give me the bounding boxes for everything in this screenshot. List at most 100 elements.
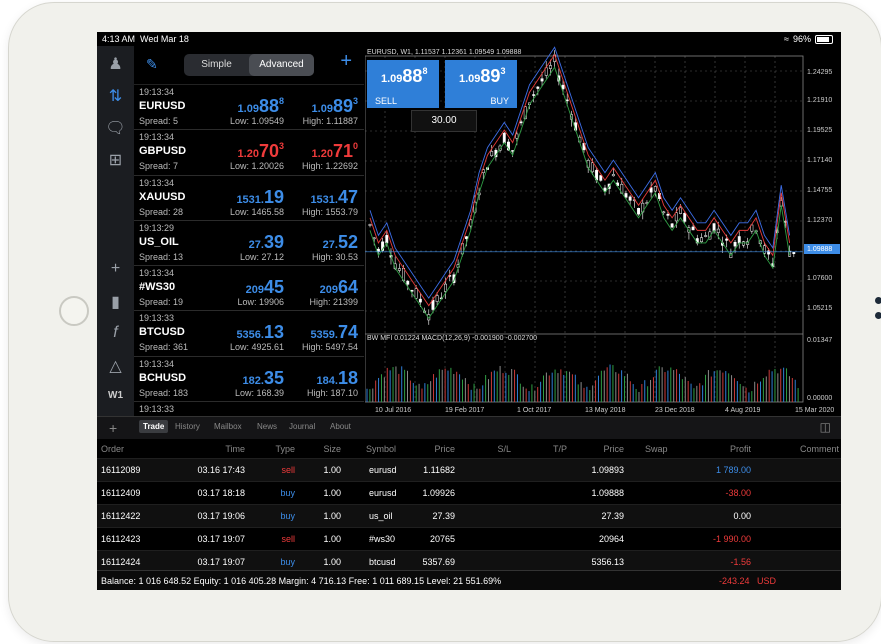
tab-news[interactable]: News <box>257 422 278 431</box>
quote-ask[interactable]: 184.18 <box>317 368 358 389</box>
chart-canvas[interactable]: 1.24295 1.21910 1.19525 1.17140 1.14755 1.123… <box>364 46 841 416</box>
column-header[interactable]: Order <box>101 444 125 454</box>
tab-history[interactable]: History <box>175 422 200 431</box>
sell-button[interactable]: 1.09888 SELL <box>367 60 439 108</box>
cell-profit: -1.56 <box>730 557 751 567</box>
quote-ask[interactable]: 5359.74 <box>310 322 358 343</box>
objects-icon[interactable]: △ <box>109 358 122 375</box>
candle-body <box>368 224 372 226</box>
quote-bid[interactable]: 27.39 <box>249 232 284 253</box>
quote-bid[interactable]: 5356.13 <box>236 322 284 343</box>
quote-bid[interactable]: 182.35 <box>243 368 284 389</box>
quote-ask[interactable]: 1.20710 <box>312 141 358 162</box>
quote-ask-prefix: 5359. <box>310 329 338 342</box>
candle-body <box>469 219 473 227</box>
quote-row[interactable]: 19:13:33 <box>134 402 364 416</box>
table-row[interactable]: 16112423 03.17 19:07 sell 1.00 #ws30 20765 209… <box>97 527 841 550</box>
candle-body <box>624 193 628 198</box>
pencil-icon[interactable]: ✎ <box>146 56 158 72</box>
quote-bid[interactable]: 1.20703 <box>238 141 284 162</box>
table-row[interactable]: 16112424 03.17 19:07 buy 1.00 btcusd 5357.69 5… <box>97 550 841 573</box>
timeframe-button[interactable]: W1 <box>108 390 123 401</box>
tab-mailbox[interactable]: Mailbox <box>214 422 242 431</box>
quote-row[interactable]: 19:13:29 US_OIL Spread: 13 27.39 27.52 Low: 2… <box>134 221 364 267</box>
crosshair-icon[interactable]: + <box>110 260 121 277</box>
quote-bid-prefix: 27. <box>248 238 264 251</box>
add-symbol-icon[interactable]: + <box>340 50 352 72</box>
quote-row[interactable]: 19:13:34 GBPUSD Spread: 7 1.20703 1.20710 Low… <box>134 130 364 176</box>
table-row[interactable]: 16112409 03.17 18:18 buy 1.00 eurusd 1.09926 1… <box>97 481 841 504</box>
cell-size: 1.00 <box>323 488 341 498</box>
column-header[interactable]: Size <box>323 444 341 454</box>
price-chart[interactable]: 1.24295 1.21910 1.19525 1.17140 1.14755 1.123… <box>364 46 841 416</box>
cell-symbol: us_oil <box>369 511 393 521</box>
column-header[interactable]: Symbol <box>366 444 397 454</box>
cell-size: 1.00 <box>323 465 341 475</box>
new-order-icon[interactable]: ⊞ <box>108 152 123 169</box>
quote-ask[interactable]: 1.09893 <box>312 96 358 117</box>
sensor-dot <box>875 312 881 319</box>
chat-icon[interactable]: 🗨 <box>105 120 126 137</box>
one-click-trading: 1.09888 SELL 1.09893 BUY 30.00 <box>367 60 517 132</box>
quote-bid[interactable]: 1.09888 <box>238 96 284 117</box>
quotes-panel: ✎ Simple Advanced + 19:13:34 EURUSD Spread… <box>134 46 364 416</box>
candle-body <box>666 213 670 216</box>
simple-tab[interactable]: Simple <box>201 59 232 70</box>
column-header[interactable]: Price <box>603 444 624 454</box>
quote-bid[interactable]: 1531.19 <box>236 187 284 208</box>
quote-ask[interactable]: 27.52 <box>323 232 358 253</box>
candle-body <box>679 207 682 214</box>
function-icon[interactable]: f <box>113 324 118 341</box>
tab-trade[interactable]: Trade <box>139 420 169 433</box>
quote-symbol: BTCUSD <box>139 326 185 339</box>
account-summary-text: Balance: 1 016 648.52 Equity: 1 016 405.… <box>101 576 502 586</box>
cell-price: 1.09926 <box>422 488 455 498</box>
cell-profit: 0.00 <box>733 511 751 521</box>
quote-ask[interactable]: 1531.47 <box>310 187 358 208</box>
chart-type-icon[interactable]: ▮ <box>111 294 120 311</box>
layout-icon[interactable]: ◫ <box>819 420 831 434</box>
column-header[interactable]: Comment <box>799 444 839 454</box>
volume-input[interactable]: 30.00 <box>411 110 477 132</box>
quote-row[interactable]: 19:13:34 BCHUSD Spread: 183 182.35 184.18 Low… <box>134 357 364 403</box>
cell-price2: 27.39 <box>601 511 624 521</box>
column-header[interactable]: Price <box>434 444 455 454</box>
cell-profit: 1 789.00 <box>715 465 751 475</box>
quote-high: High: 5497.54 <box>301 342 358 353</box>
add-icon[interactable]: + <box>109 420 118 436</box>
quote-bid[interactable]: 20945 <box>246 277 284 298</box>
home-button[interactable] <box>59 296 89 326</box>
cell-price: 27.39 <box>432 511 455 521</box>
date-axis-label: 13 May 2018 <box>585 407 626 414</box>
quote-bid-sup: 3 <box>278 141 284 152</box>
quote-ask-big: 74 <box>337 322 358 343</box>
quote-row[interactable]: 19:13:34 #WS30 Spread: 19 20945 20964 Low: 19… <box>134 266 364 312</box>
advanced-tab[interactable]: Advanced <box>249 54 314 76</box>
quotes-icon[interactable]: ⇅ <box>108 88 123 105</box>
column-header[interactable]: Time <box>225 444 245 454</box>
buy-button[interactable]: 1.09893 BUY <box>445 60 517 108</box>
quote-row[interactable]: 19:13:34 XAUUSD Spread: 28 1531.19 1531.47 Lo… <box>134 176 364 221</box>
quote-ask-sup: 0 <box>352 141 358 152</box>
tab-journal[interactable]: Journal <box>289 422 316 431</box>
cell-price: 20765 <box>429 534 455 544</box>
cell-time: 03.17 19:07 <box>197 534 245 544</box>
quote-ask[interactable]: 20964 <box>320 277 358 298</box>
tab-about[interactable]: About <box>330 422 351 431</box>
profile-icon[interactable]: ♟ <box>108 56 123 73</box>
table-row[interactable]: 16112089 03.16 17:43 sell 1.00 eurusd 1.11682… <box>97 458 841 481</box>
quote-row[interactable]: 19:13:34 EURUSD Spread: 5 1.09888 1.09893 Low… <box>134 85 364 131</box>
column-header[interactable]: T/P <box>552 444 567 454</box>
column-header[interactable]: Profit <box>729 444 751 454</box>
column-header[interactable]: S/L <box>497 444 511 454</box>
quote-time: 19:13:33 <box>139 404 175 415</box>
cell-price2: 5356.13 <box>591 557 624 567</box>
candle-body <box>381 241 385 251</box>
column-header[interactable]: Type <box>275 444 295 454</box>
table-row[interactable]: 16112422 03.17 19:06 buy 1.00 us_oil 27.39 27.… <box>97 504 841 527</box>
column-header[interactable]: Swap <box>645 444 668 454</box>
quote-spread: Spread: 183 <box>139 387 189 398</box>
quote-ask-prefix: 27. <box>322 238 338 251</box>
candle-body <box>515 133 519 139</box>
quote-row[interactable]: 19:13:33 BTCUSD Spread: 361 5356.13 5359.74 L… <box>134 311 364 357</box>
